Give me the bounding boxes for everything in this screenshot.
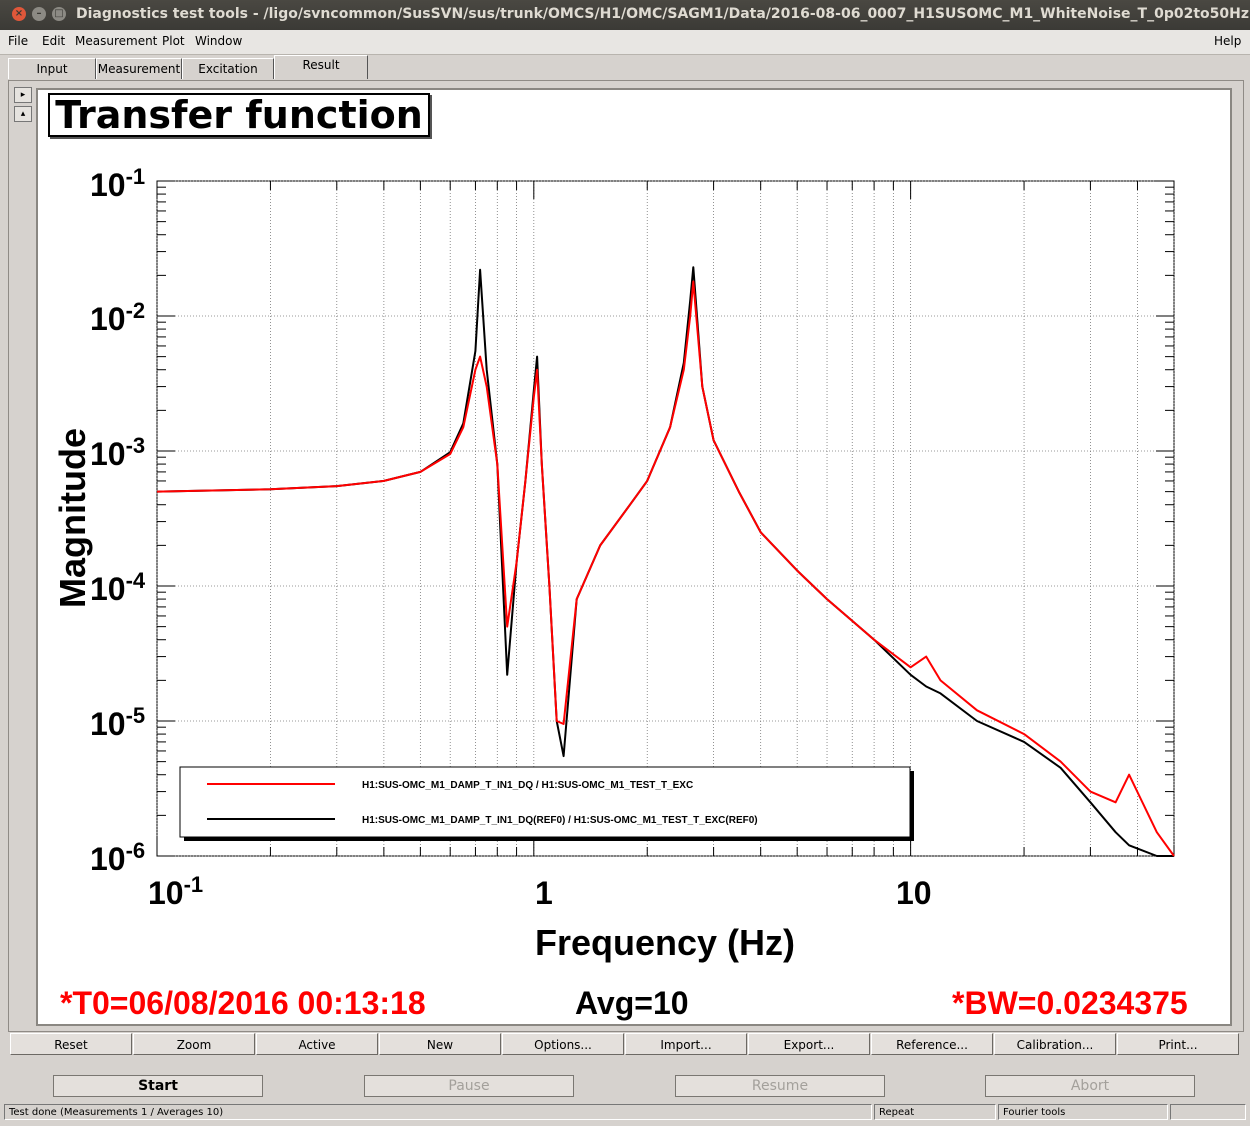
y-tick-exp: -4	[126, 568, 146, 593]
y-tick-label: 10-1	[90, 164, 145, 203]
menu-edit[interactable]: Edit	[42, 34, 66, 48]
y-tick-label: 10-6	[90, 838, 145, 877]
import-button[interactable]: Import...	[625, 1033, 747, 1055]
plot-toolbar: Reset Zoom Active New Options... Import.…	[10, 1033, 1242, 1057]
tab-measurement[interactable]: Measurement	[96, 58, 182, 79]
print-button[interactable]: Print...	[1117, 1033, 1239, 1055]
menu-measurement[interactable]: Measurement	[75, 34, 158, 48]
y-tick-label: 10-2	[90, 298, 145, 337]
y-axis-label: Magnitude	[52, 428, 93, 608]
legend[interactable]: H1:SUS-OMC_M1_DAMP_T_IN1_DQ / H1:SUS-OMC…	[179, 766, 914, 841]
tab-result[interactable]: Result	[274, 55, 368, 79]
y-tick-label: 10-5	[90, 703, 145, 742]
legend-entry: H1:SUS-OMC_M1_DAMP_T_IN1_DQ(REF0) / H1:S…	[362, 815, 758, 826]
window-title: Diagnostics test tools - /ligo/svncommon…	[76, 6, 1250, 22]
menu-window[interactable]: Window	[195, 34, 243, 48]
y-tick-label: 10-3	[90, 433, 145, 472]
status-bar: Test done (Measurements 1 / Averages 10)…	[4, 1104, 1246, 1122]
series-line-red	[156, 280, 1175, 857]
legend-entry: H1:SUS-OMC_M1_DAMP_T_IN1_DQ / H1:SUS-OMC…	[362, 780, 693, 791]
export-button[interactable]: Export...	[748, 1033, 870, 1055]
tab-excitation[interactable]: Excitation	[182, 58, 274, 79]
scroll-left-icon[interactable]: ▴	[14, 106, 32, 122]
bandwidth-info: *BW=0.0234375	[952, 985, 1188, 1021]
menu-plot[interactable]: Plot	[162, 34, 185, 48]
plot-title: Transfer function	[48, 93, 430, 137]
y-tick-exp: -2	[126, 298, 146, 323]
y-tick-exp: -5	[126, 703, 146, 728]
series-lines	[156, 266, 1175, 857]
result-panel	[8, 80, 1244, 1032]
y-tick-exp: -6	[126, 838, 146, 863]
x-axis-label: Frequency (Hz)	[535, 922, 795, 963]
x-tick-label: 10	[896, 875, 932, 911]
scroll-right-icon[interactable]: ▸	[14, 87, 32, 103]
y-tick-label: 10-4	[90, 568, 146, 607]
status-message: Test done (Measurements 1 / Averages 10)	[4, 1104, 872, 1120]
averages-info: Avg=10	[575, 985, 689, 1021]
new-button[interactable]: New	[379, 1033, 501, 1055]
pause-button[interactable]: Pause	[364, 1075, 574, 1097]
menu-bar: File Edit Measurement Plot Window Help	[0, 30, 1250, 55]
calibration-button[interactable]: Calibration...	[994, 1033, 1116, 1055]
status-extra	[1170, 1104, 1246, 1120]
menu-file[interactable]: File	[8, 34, 29, 48]
reset-button[interactable]: Reset	[10, 1033, 132, 1055]
x-tick-label: 1	[535, 875, 553, 911]
reference-button[interactable]: Reference...	[871, 1033, 993, 1055]
t0-info: *T0=06/08/2016 00:13:18	[60, 985, 426, 1021]
legend-box	[179, 766, 911, 838]
maximize-window-icon[interactable]: □	[52, 7, 66, 21]
active-button[interactable]: Active	[256, 1033, 378, 1055]
start-button[interactable]: Start	[53, 1075, 263, 1097]
minimize-window-icon[interactable]: –	[32, 7, 46, 21]
abort-button[interactable]: Abort	[985, 1075, 1195, 1097]
x-tick-label: 10-1	[148, 872, 203, 911]
plot-area	[156, 180, 1175, 857]
options-button[interactable]: Options...	[502, 1033, 624, 1055]
tab-input[interactable]: Input	[8, 58, 96, 79]
status-tool: Fourier tools	[998, 1104, 1168, 1120]
y-tick-exp: -3	[126, 433, 146, 458]
y-tick-exp: -1	[126, 164, 146, 189]
axis-ticks	[156, 180, 1175, 857]
close-window-icon[interactable]: ×	[12, 7, 26, 21]
zoom-button[interactable]: Zoom	[133, 1033, 255, 1055]
resume-button[interactable]: Resume	[675, 1075, 885, 1097]
menu-help[interactable]: Help	[1214, 34, 1242, 48]
window-title-bar[interactable]: × – □ Diagnostics test tools - /ligo/svn…	[0, 0, 1250, 30]
status-mode: Repeat	[874, 1104, 996, 1120]
